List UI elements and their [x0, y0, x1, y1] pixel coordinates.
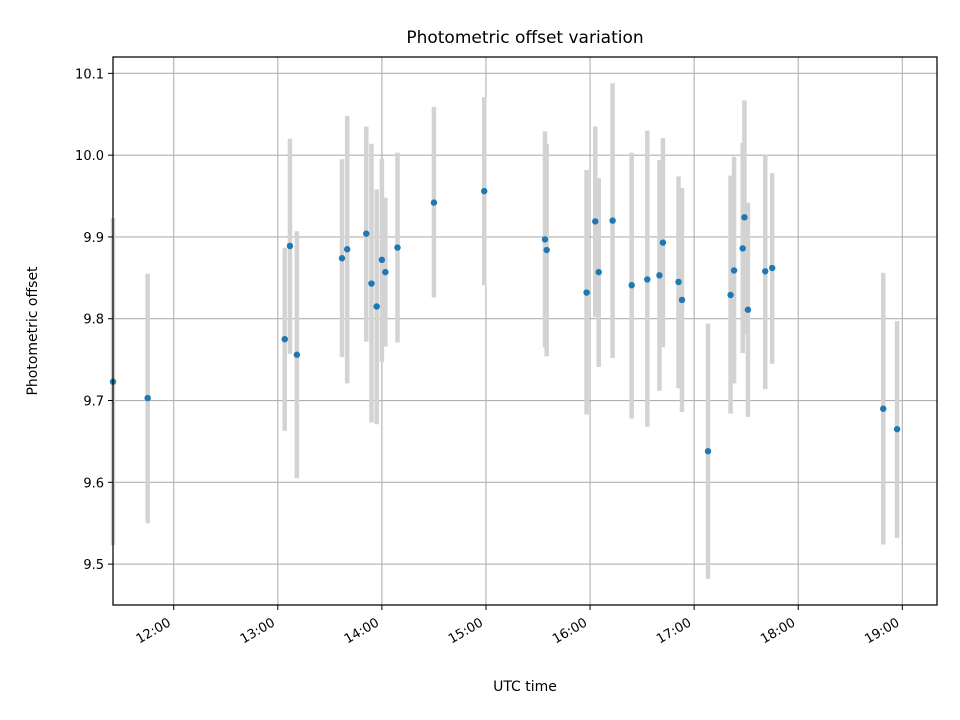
data-point-14	[481, 187, 488, 195]
y-axis-title: Photometric offset	[25, 266, 41, 396]
data-point-6	[343, 246, 351, 253]
data-point-16	[543, 246, 550, 254]
data-point-30	[739, 245, 746, 252]
data-point-4	[293, 351, 301, 358]
data-point-22	[644, 276, 651, 283]
data-point-21	[628, 281, 635, 289]
data-point-10	[378, 256, 386, 264]
point-layer	[109, 187, 901, 455]
y-tick-label-2: 9.7	[83, 395, 104, 410]
data-point-31	[741, 214, 748, 221]
data-point-11	[382, 268, 389, 276]
data-point-25	[675, 278, 682, 286]
data-point-20	[609, 217, 616, 224]
data-point-7	[363, 230, 370, 237]
y-tick-label-5: 10.0	[75, 149, 104, 164]
data-point-9	[373, 303, 380, 310]
grid-layer	[113, 57, 937, 605]
data-point-36	[893, 425, 901, 433]
data-point-8	[368, 280, 375, 287]
data-point-15	[541, 236, 549, 243]
data-point-32	[744, 306, 752, 313]
data-point-26	[678, 296, 686, 304]
data-point-29	[730, 267, 738, 274]
data-point-12	[394, 244, 401, 251]
data-point-19	[595, 268, 602, 276]
data-point-2	[281, 335, 288, 343]
data-point-18	[592, 218, 599, 225]
y-tick-label-1: 9.6	[83, 476, 104, 491]
data-point-23	[656, 272, 663, 279]
data-point-33	[762, 268, 769, 275]
data-point-27	[704, 448, 712, 455]
data-point-28	[727, 291, 734, 299]
data-point-35	[880, 405, 887, 412]
y-tick-label-0: 9.5	[83, 558, 104, 573]
data-point-13	[430, 199, 438, 206]
y-tick-label-6: 10.1	[75, 67, 104, 82]
chart-title: Photometric offset variation	[406, 28, 643, 48]
y-tick-label-4: 9.9	[83, 231, 104, 246]
data-point-3	[286, 242, 294, 250]
y-tick-label-3: 9.8	[83, 313, 104, 328]
data-point-1	[144, 394, 151, 402]
plot-frame	[112, 56, 938, 606]
data-point-34	[769, 264, 776, 272]
x-axis-title: UTC time	[493, 679, 557, 695]
data-point-24	[659, 239, 667, 246]
data-point-17	[583, 289, 590, 296]
data-point-5	[338, 255, 346, 262]
